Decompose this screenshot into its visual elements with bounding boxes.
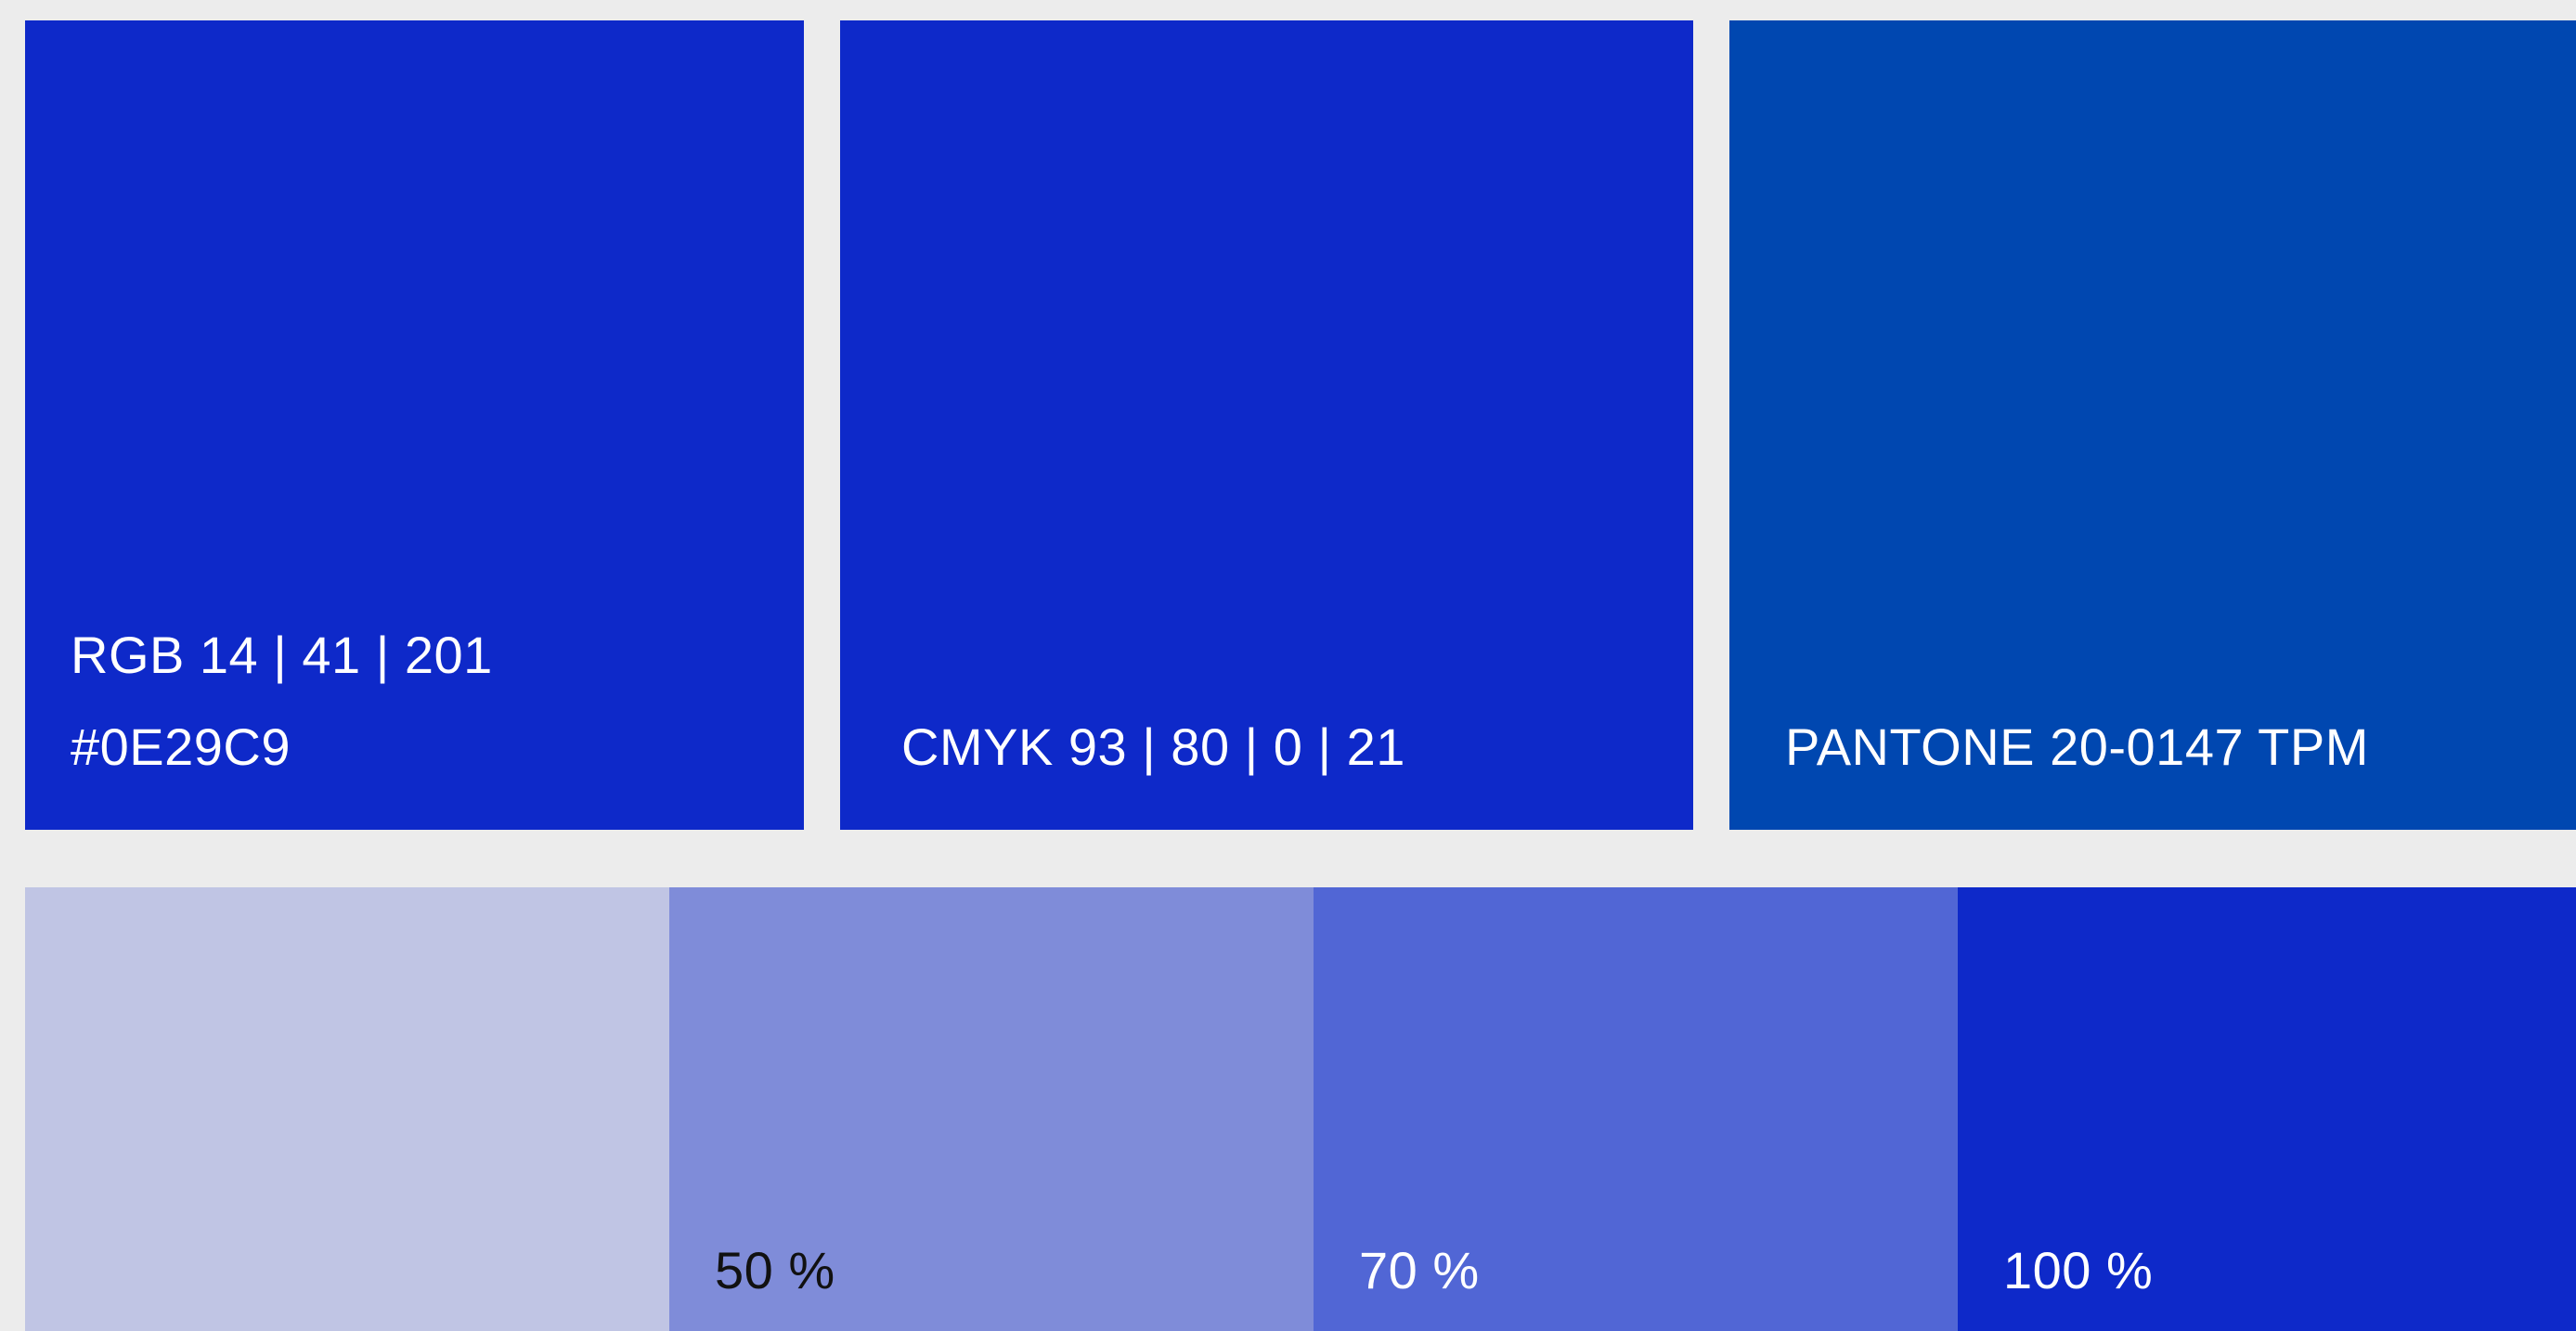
tint-label: 50 %	[715, 1241, 835, 1299]
hex-value-label: #0E29C9	[71, 717, 291, 776]
tint-swatch-lightest	[25, 887, 669, 1331]
tint-label: 70 %	[1359, 1241, 1480, 1299]
tint-swatch-70: 70 %	[1314, 887, 1958, 1331]
tint-swatch-50: 50 %	[669, 887, 1314, 1331]
rgb-value-label: RGB 14 | 41 | 201	[71, 626, 493, 684]
pantone-value-label: PANTONE 20-0147 TPM	[1785, 717, 2369, 776]
tint-label: 100 %	[2003, 1241, 2154, 1299]
rgb-swatch: RGB 14 | 41 | 201 #0E29C9	[25, 20, 804, 830]
cmyk-value-label: CMYK 93 | 80 | 0 | 21	[901, 717, 1405, 776]
cmyk-swatch: CMYK 93 | 80 | 0 | 21	[840, 20, 1693, 830]
pantone-swatch: PANTONE 20-0147 TPM	[1729, 20, 2576, 830]
tint-swatch-100: 100 %	[1958, 887, 2576, 1331]
